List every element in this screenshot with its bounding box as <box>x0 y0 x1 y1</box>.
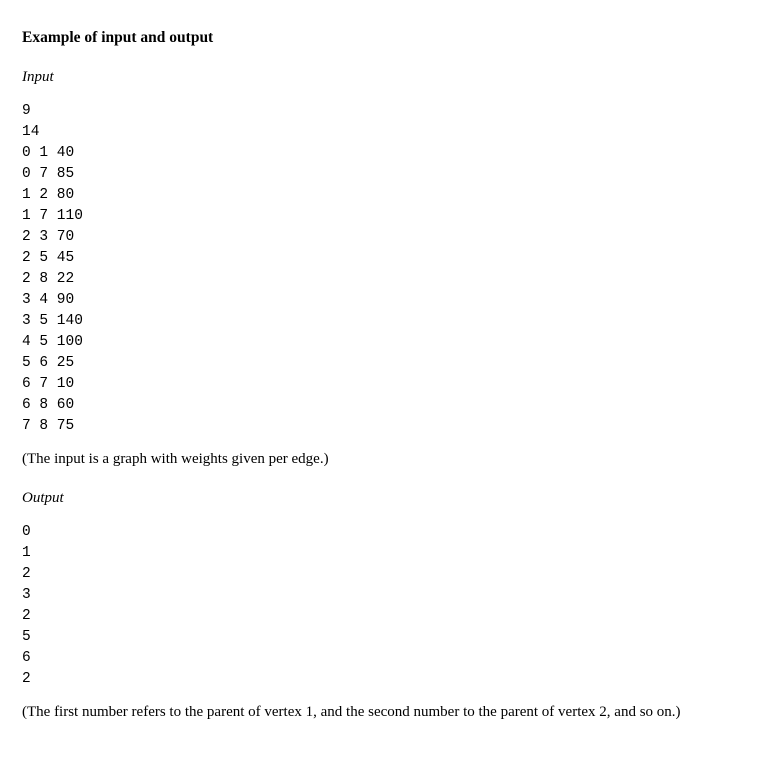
section-heading: Example of input and output <box>22 28 759 49</box>
document-page: Example of input and output Input 9 14 0… <box>0 0 779 779</box>
input-code-block: 9 14 0 1 40 0 7 85 1 2 80 1 7 110 2 3 70… <box>22 101 759 437</box>
input-note: (The input is a graph with weights given… <box>22 449 759 469</box>
output-subheading: Output <box>22 488 759 508</box>
input-subheading: Input <box>22 67 759 87</box>
output-note: (The first number refers to the parent o… <box>22 702 759 722</box>
output-code-block: 0 1 2 3 2 5 6 2 <box>22 522 759 690</box>
